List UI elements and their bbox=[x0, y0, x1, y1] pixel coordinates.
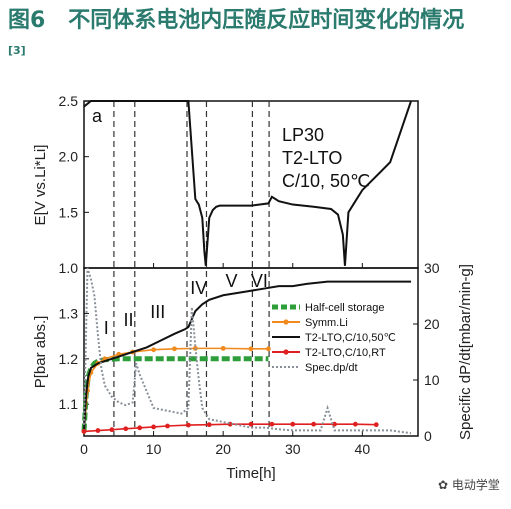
x-tick-label: 0 bbox=[80, 441, 88, 457]
data-point bbox=[151, 347, 156, 353]
data-point bbox=[206, 422, 212, 428]
data-point bbox=[332, 421, 337, 427]
legend-entry: Half-cell storage bbox=[305, 302, 384, 314]
annotation-line-3: C/10, 50℃ bbox=[282, 171, 370, 191]
watermark-logo-icon: ✿ bbox=[438, 478, 449, 492]
panel-label: a bbox=[92, 106, 103, 126]
top-y-tick-label: 1.5 bbox=[59, 204, 79, 220]
voltage-series-line bbox=[83, 100, 412, 266]
figure-caption: 图6 不同体系电池内压随反应时间变化的情况 [3] bbox=[8, 6, 478, 71]
right-y-axis-label: Specific dP/dt[mbar/min-g] bbox=[457, 264, 474, 440]
data-point bbox=[290, 421, 296, 427]
data-point bbox=[185, 422, 191, 428]
right-y-tick-label: 10 bbox=[424, 372, 440, 388]
annotation-line-1: LP30 bbox=[282, 125, 324, 145]
top-series-layer bbox=[83, 100, 412, 266]
bottom-y-tick-label: 1.2 bbox=[59, 351, 79, 367]
x-ticks: 0 10 20 30 40 bbox=[80, 263, 370, 457]
data-point bbox=[172, 346, 177, 352]
x-tick-label: 20 bbox=[215, 441, 231, 457]
pressure-series-line bbox=[83, 267, 412, 435]
data-point bbox=[137, 425, 143, 431]
data-point bbox=[151, 424, 156, 430]
data-point bbox=[123, 426, 129, 432]
watermark-text: 电动学堂 bbox=[451, 478, 500, 492]
data-point bbox=[109, 427, 115, 433]
top-y-axis-label: E[V vs.Li*Li] bbox=[32, 145, 49, 226]
top-y-tick-label: 2.0 bbox=[59, 149, 79, 165]
legend-entry: T2-LTO,C/10,RT bbox=[305, 347, 386, 359]
caption-reference: [3] bbox=[8, 44, 26, 57]
bottom-y-axis-label: P[bar abs.] bbox=[32, 316, 49, 389]
phase-divider-lines bbox=[113, 101, 270, 436]
phase-label: I bbox=[104, 318, 109, 338]
data-point bbox=[265, 346, 271, 352]
data-point bbox=[352, 421, 358, 427]
data-point bbox=[81, 429, 87, 434]
legend: Half-cell storage Symm.Li T2-LTO,C/10,50℃ T… bbox=[272, 302, 396, 374]
bottom-y-tick-label: 1.3 bbox=[59, 305, 79, 321]
pressure-series-line bbox=[83, 347, 269, 432]
right-y-tick-label: 0 bbox=[424, 428, 432, 444]
phase-label: V bbox=[226, 271, 238, 291]
x-axis-label: Time[h] bbox=[226, 465, 275, 482]
phase-label: IV bbox=[190, 278, 207, 298]
legend-entry: Spec.dp/dt bbox=[305, 362, 358, 374]
top-y-tick-label: 1.0 bbox=[59, 260, 79, 276]
legend-marker bbox=[283, 349, 289, 355]
phase-label: II bbox=[124, 310, 134, 330]
x-tick-label: 40 bbox=[355, 441, 371, 457]
bottom-series-layer bbox=[81, 267, 412, 435]
data-point bbox=[220, 345, 226, 351]
bottom-y2-ticks: 0 10 20 30 bbox=[413, 260, 440, 444]
bottom-y-ticks: 1.1 1.2 1.3 bbox=[59, 267, 89, 412]
data-point bbox=[269, 421, 275, 427]
x-tick-label: 30 bbox=[285, 441, 301, 457]
data-point bbox=[373, 422, 379, 428]
phase-label: III bbox=[150, 302, 165, 322]
caption-prefix: 图6 bbox=[8, 8, 46, 33]
annotation-line-2: T2-LTO bbox=[282, 148, 342, 168]
legend-entry: Symm.Li bbox=[305, 317, 348, 329]
bottom-y-tick-label: 1.1 bbox=[59, 396, 79, 412]
watermark: ✿ 电动学堂 bbox=[438, 476, 500, 493]
data-point bbox=[248, 346, 254, 352]
pressure-series-line bbox=[81, 356, 269, 432]
data-point bbox=[248, 421, 254, 427]
phase-label: VI bbox=[251, 271, 268, 291]
caption-text: 不同体系电池内压随反应时间变化的情况 bbox=[68, 8, 465, 33]
data-point bbox=[165, 423, 170, 429]
data-point bbox=[311, 421, 317, 427]
right-y-tick-label: 20 bbox=[424, 316, 440, 332]
data-point bbox=[95, 428, 101, 433]
top-y-tick-label: 2.5 bbox=[59, 93, 79, 109]
legend-marker bbox=[283, 319, 289, 325]
right-y-tick-label: 30 bbox=[424, 260, 440, 276]
legend-entry: T2-LTO,C/10,50℃ bbox=[305, 332, 396, 344]
x-tick-label: 10 bbox=[146, 441, 162, 457]
bottom-panel-frame bbox=[83, 267, 419, 437]
